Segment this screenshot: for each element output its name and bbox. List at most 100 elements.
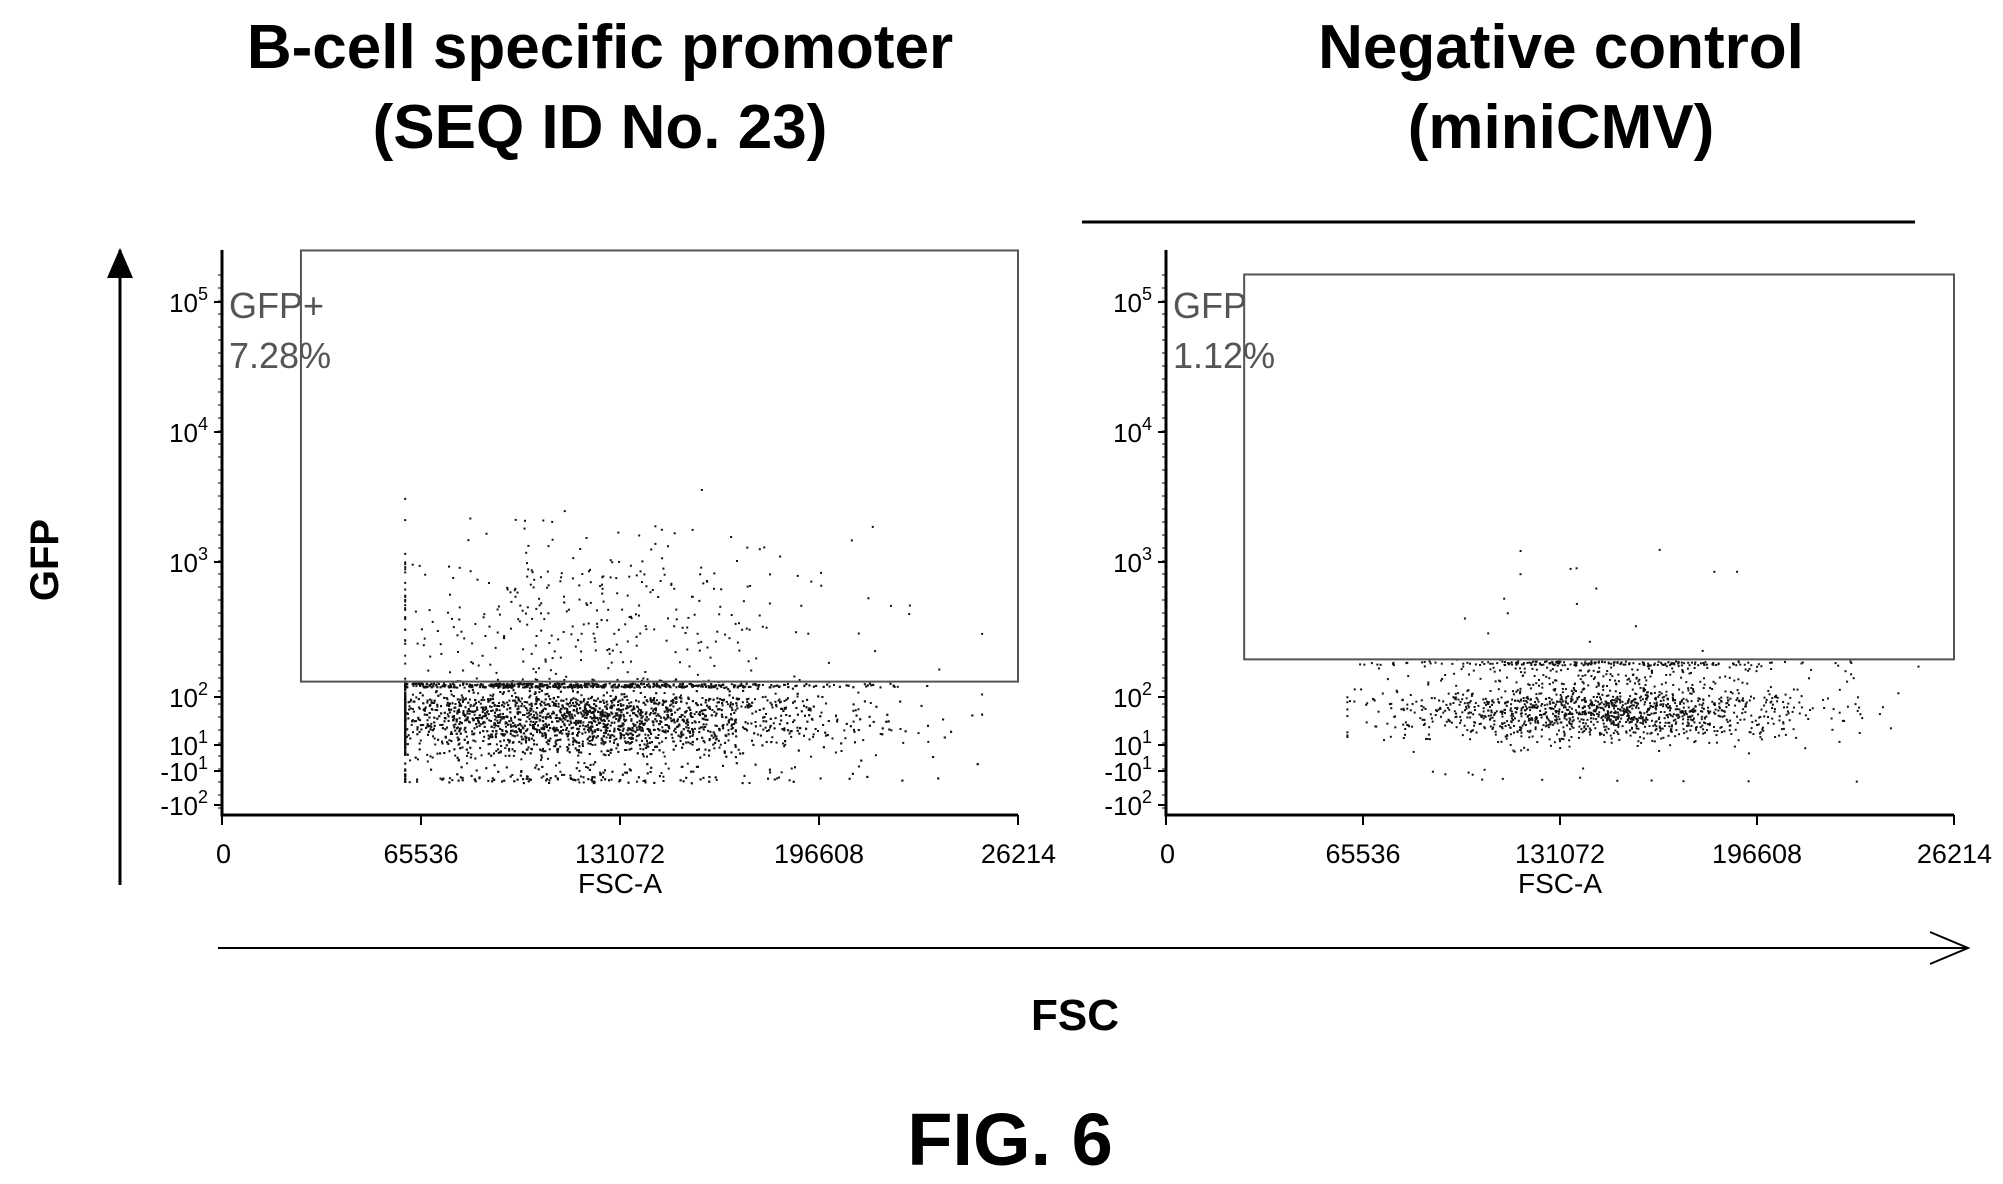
- event-dot: [530, 713, 533, 716]
- event-dot: [594, 743, 597, 746]
- event-dot: [544, 698, 547, 701]
- event-dot: [736, 698, 739, 701]
- event-dot: [462, 710, 465, 712]
- event-dot: [597, 685, 600, 688]
- event-dot: [510, 725, 513, 728]
- event-dot: [558, 761, 561, 764]
- event-dot: [721, 702, 724, 705]
- event-dot: [746, 701, 749, 704]
- event-dot: [557, 778, 559, 781]
- event-dot: [685, 726, 688, 729]
- event-dot: [742, 752, 745, 755]
- event-dot: [647, 734, 650, 737]
- event-dot: [514, 595, 517, 598]
- event-dot: [428, 684, 431, 687]
- event-dot: [567, 738, 570, 741]
- event-dot: [874, 754, 877, 757]
- event-dot: [514, 724, 516, 727]
- event-dot: [458, 723, 461, 726]
- event-dot: [591, 744, 594, 746]
- event-dot: [698, 727, 701, 730]
- event-dot: [751, 701, 754, 704]
- event-dot: [881, 727, 884, 730]
- event-dot: [748, 628, 751, 631]
- event-dot: [773, 727, 776, 730]
- event-dot: [720, 709, 723, 712]
- event-dot: [619, 737, 622, 740]
- event-dot: [447, 743, 450, 745]
- event-dot: [583, 728, 586, 731]
- event-dot: [493, 726, 496, 729]
- event-dot: [669, 717, 672, 720]
- event-dot: [404, 769, 407, 772]
- event-dot: [588, 730, 591, 733]
- event-dot: [613, 699, 616, 702]
- event-dot: [587, 737, 590, 740]
- event-dot: [466, 712, 469, 715]
- event-dot: [657, 713, 660, 716]
- event-dot: [927, 740, 930, 743]
- event-dot: [579, 707, 581, 710]
- event-dot: [690, 712, 693, 715]
- event-dot: [713, 747, 716, 750]
- event-dot: [454, 723, 457, 726]
- event-dot: [637, 700, 640, 703]
- event-dot: [583, 705, 586, 708]
- event-dot: [662, 751, 665, 754]
- event-dot: [643, 743, 646, 746]
- event-dot: [723, 750, 726, 753]
- event-dot: [569, 711, 571, 714]
- event-dot: [519, 711, 522, 714]
- event-dot: [932, 756, 935, 758]
- event-dot: [539, 711, 542, 714]
- event-dot: [426, 699, 429, 702]
- event-dot: [610, 721, 613, 724]
- event-dot: [712, 698, 715, 701]
- event-dot: [538, 597, 541, 600]
- event-dot: [628, 737, 631, 740]
- event-dot: [428, 712, 431, 714]
- event-dot: [705, 580, 708, 582]
- event-dot: [520, 729, 522, 732]
- event-dot: [446, 698, 449, 701]
- figure-label: FIG. 6: [907, 1098, 1113, 1181]
- event-dot: [536, 707, 539, 709]
- event-dot: [523, 724, 526, 727]
- event-dot: [506, 708, 509, 711]
- event-dot: [908, 604, 911, 607]
- event-dot: [778, 723, 781, 726]
- event-dot: [766, 699, 769, 702]
- event-dot: [617, 628, 620, 631]
- event-dot: [621, 608, 624, 611]
- event-dot: [622, 713, 625, 716]
- event-dot: [726, 723, 729, 726]
- event-dot: [546, 586, 549, 589]
- event-dot: [602, 753, 605, 756]
- event-dot: [516, 711, 519, 714]
- event-dot: [528, 714, 531, 717]
- event-dot: [678, 685, 681, 688]
- event-dot: [707, 685, 710, 688]
- event-dot: [414, 756, 417, 759]
- event-dot: [557, 684, 560, 687]
- event-dot: [498, 721, 501, 724]
- event-dot: [635, 644, 638, 647]
- event-dot: [572, 743, 574, 746]
- event-dot: [667, 725, 670, 728]
- event-dot: [443, 682, 445, 685]
- event-dot: [453, 686, 456, 689]
- event-dot: [545, 773, 548, 776]
- event-dot: [579, 711, 582, 714]
- event-dot: [405, 684, 408, 687]
- event-dot: [708, 749, 711, 752]
- event-dot: [695, 690, 698, 693]
- event-dot: [712, 685, 714, 688]
- event-dot: [513, 589, 516, 592]
- event-dot: [630, 729, 633, 732]
- event-dot: [536, 716, 539, 719]
- event-dot: [719, 605, 722, 608]
- event-dot: [542, 519, 545, 522]
- event-dot: [629, 714, 632, 717]
- event-dot: [489, 694, 492, 697]
- event-dot: [647, 685, 650, 688]
